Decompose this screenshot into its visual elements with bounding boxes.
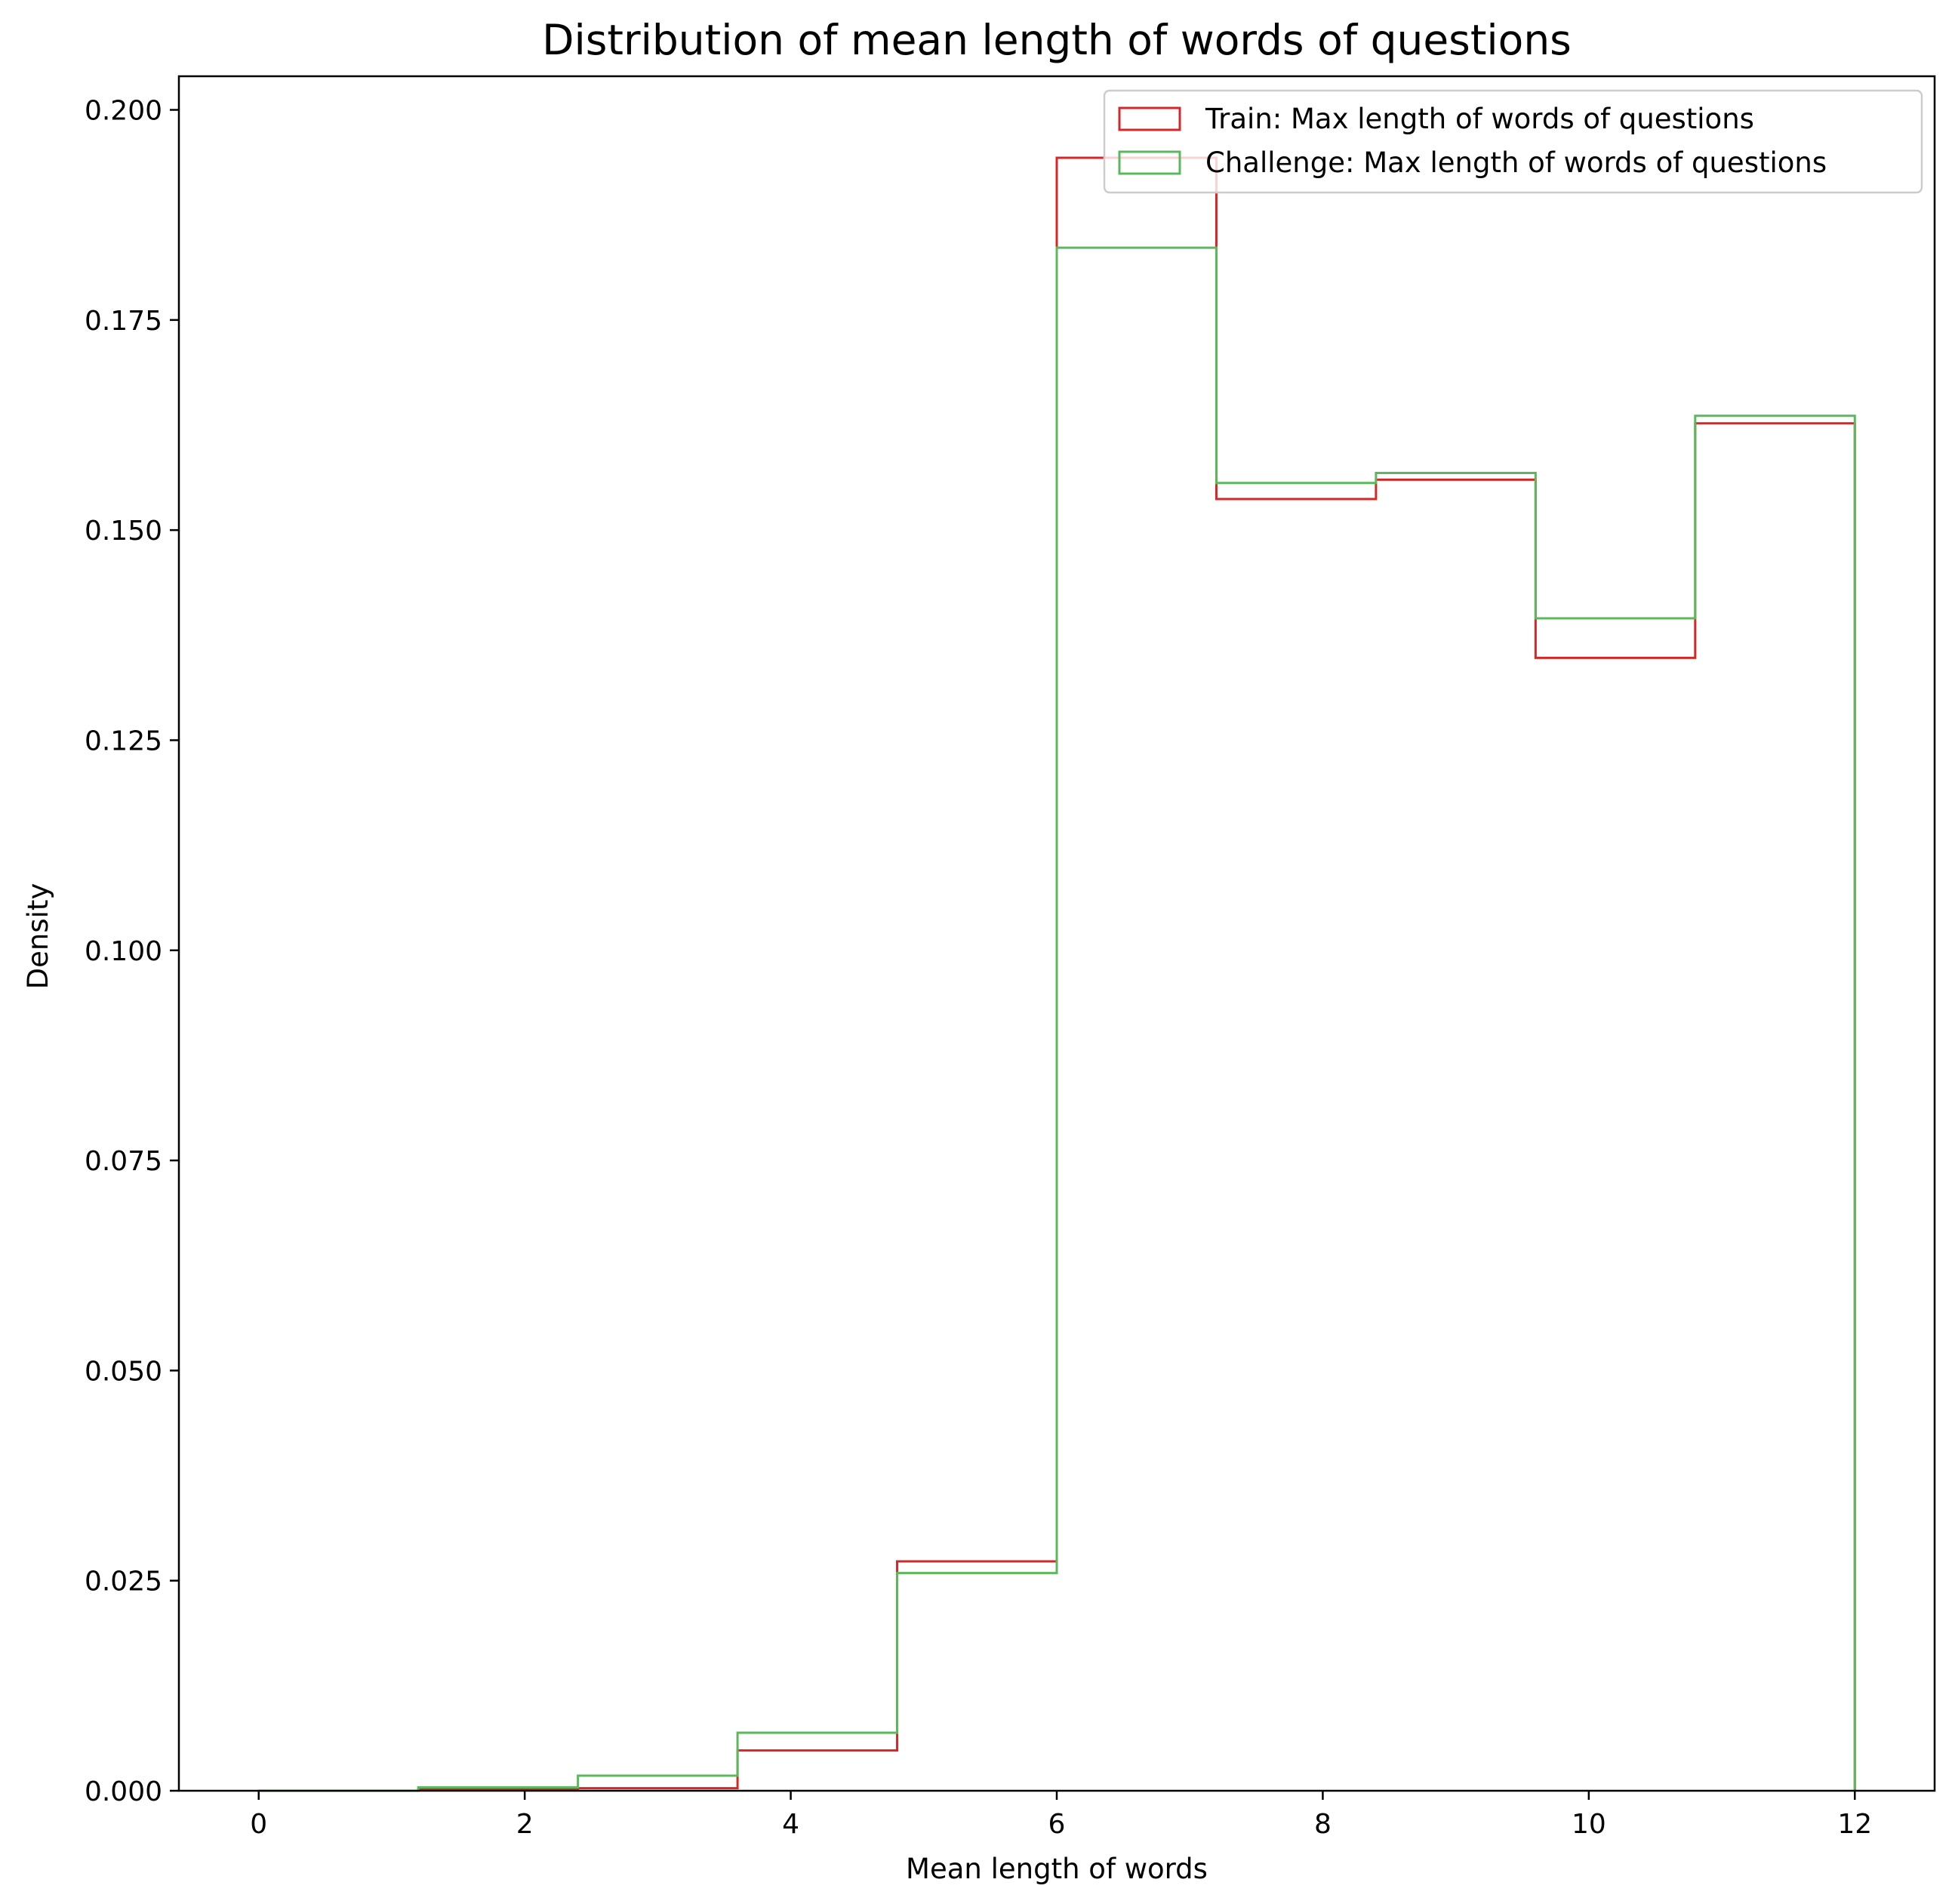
y-tick-label: 0.125 [85, 726, 162, 756]
axis-ticks: 0 2 4 6 8 10 12 0.000 0.025 0.050 0.075 0.100 0.125 0… [85, 96, 1872, 1840]
legend-label-train: Train: Max length of words of questions [1205, 103, 1754, 135]
histogram-series [258, 156, 1856, 1792]
y-tick-label: 0.175 [85, 306, 162, 337]
x-tick-label: 0 [250, 1809, 267, 1840]
y-tick-label: 0.200 [85, 96, 162, 127]
x-tick-label: 6 [1048, 1809, 1066, 1840]
y-tick-label: 0.150 [85, 516, 162, 547]
plot-frame [177, 75, 1936, 1792]
x-tick-label: 10 [1572, 1809, 1606, 1840]
legend-frame [1103, 89, 1923, 194]
y-tick-label: 0.000 [85, 1776, 162, 1807]
chart-title: Distribution of mean length of words of … [542, 16, 1572, 64]
x-tick-label: 4 [782, 1809, 799, 1840]
series-step-challenge [258, 246, 1856, 1792]
legend-swatch-train [1118, 106, 1181, 131]
legend-label-challenge: Challenge: Max length of words of questi… [1205, 146, 1827, 179]
legend: Train: Max length of words of questions … [1103, 89, 1923, 194]
series-step-train [258, 156, 1856, 1792]
y-tick-label: 0.075 [85, 1146, 162, 1177]
x-axis-label: Mean length of words [906, 1853, 1208, 1885]
x-tick-label: 2 [516, 1809, 534, 1840]
y-tick-label: 0.100 [85, 936, 162, 967]
x-tick-label: 12 [1837, 1809, 1872, 1840]
legend-swatch-challenge [1118, 150, 1181, 175]
y-tick-label: 0.050 [85, 1356, 162, 1387]
y-axis-label: Density [22, 883, 54, 990]
x-tick-label: 8 [1314, 1809, 1332, 1840]
y-tick-label: 0.025 [85, 1567, 162, 1597]
